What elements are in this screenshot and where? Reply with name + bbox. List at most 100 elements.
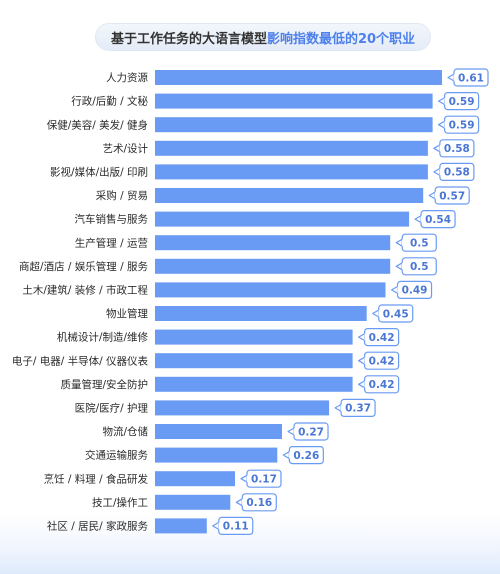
value-callout: 0.27: [287, 422, 329, 441]
value-label: 0.16: [246, 497, 272, 509]
value-callout: 0.49: [390, 280, 433, 299]
callout-seam: [402, 239, 404, 246]
value-label: 0.11: [223, 521, 249, 533]
value-label: 0.58: [444, 143, 470, 155]
value-callout: 0.17: [240, 469, 282, 488]
value-callout: 0.5: [395, 233, 437, 252]
chart-title-plain: 基于工作任务的大语言模型: [110, 31, 267, 47]
value-label: 0.37: [345, 403, 371, 415]
callout-seam: [420, 215, 423, 223]
value-callout: 0.16: [235, 493, 277, 512]
callout-seam: [340, 404, 343, 412]
value-label: 0.54: [425, 214, 451, 226]
value-label: 0.58: [444, 167, 470, 179]
category-label: 质量管理/安全防护: [60, 378, 148, 391]
category-label: 商超/酒店 / 娱乐管理 / 服务: [19, 260, 148, 273]
bar: [155, 117, 433, 133]
callout-seam: [289, 451, 291, 459]
category-label: 采购 / 贸易: [96, 189, 148, 202]
value-label: 0.59: [449, 120, 475, 132]
value-label: 0.42: [369, 332, 395, 344]
bar: [155, 306, 367, 321]
callout-seam: [378, 310, 381, 317]
value-callout: 0.58: [433, 162, 475, 181]
callout-seam: [439, 145, 442, 152]
value-callout: 0.58: [433, 139, 475, 158]
bar: [155, 400, 330, 416]
category-label: 影视/媒体/出版/ 印刷: [50, 166, 148, 179]
callout-seam: [293, 428, 296, 435]
bar: [155, 258, 391, 274]
bar: [155, 471, 235, 487]
value-callout: 0.42: [358, 351, 400, 370]
category-label: 社区 / 居民/ 家政服务: [47, 520, 149, 533]
category-label: 行政/后勤 / 文秘: [71, 95, 148, 108]
bar: [155, 518, 207, 534]
category-label: 机械设计/制造/维修: [57, 331, 149, 344]
callout-seam: [246, 475, 249, 482]
category-label: 人力资源: [106, 71, 148, 84]
value-callout: 0.42: [358, 328, 400, 347]
callout-seam: [364, 333, 367, 341]
category-label: 生产管理 / 运营: [75, 236, 148, 249]
value-label: 0.45: [383, 308, 409, 320]
value-label: 0.57: [439, 190, 465, 202]
bar: [155, 235, 391, 251]
bar: [155, 282, 386, 298]
value-callout: 0.54: [414, 210, 456, 229]
value-label: 0.26: [293, 450, 319, 462]
callout-seam: [402, 263, 404, 270]
bar: [155, 447, 278, 463]
category-label: 技工/操作工: [92, 496, 148, 509]
value-callout: 0.37: [334, 398, 376, 417]
value-callout: 0.57: [428, 186, 470, 205]
callout-seam: [444, 97, 446, 105]
value-label: 0.27: [298, 426, 324, 438]
bar: [155, 329, 353, 345]
bar: [155, 494, 231, 510]
category-label: 物业管理: [106, 307, 148, 320]
bar: [155, 188, 424, 203]
chart-title-highlight: 影响指数最低的20个职业: [266, 31, 416, 47]
value-label: 0.42: [369, 356, 395, 368]
bar: [155, 140, 428, 156]
value-callout: 0.11: [212, 516, 254, 536]
category-label: 土木/建筑/ 装修 / 市政工程: [22, 284, 148, 297]
chart-title: 基于工作任务的大语言模型 影响指数最低的20个职业: [95, 23, 431, 51]
value-callout: 0.61: [447, 68, 489, 87]
category-label: 电子/ 电器/ 半导体/ 仪器仪表: [12, 354, 149, 367]
callout-seam: [397, 286, 399, 294]
value-callout: 0.26: [282, 446, 324, 465]
callout-seam: [444, 121, 446, 128]
value-label: 0.42: [369, 379, 395, 391]
bar: [155, 211, 410, 227]
value-label: 0.5: [410, 261, 429, 273]
category-label: 艺术/设计: [102, 142, 148, 155]
callout-seam: [242, 499, 244, 506]
value-callout: 0.59: [437, 91, 480, 111]
value-callout: 0.59: [437, 115, 480, 134]
callout-seam: [434, 192, 437, 199]
bar: [155, 164, 428, 180]
category-label: 物流/仓储: [102, 425, 148, 438]
callout-seam: [439, 168, 442, 176]
value-label: 0.5: [410, 238, 429, 250]
callout-seam: [453, 74, 456, 81]
category-label: 保健/美容/ 美发/ 健身: [47, 118, 148, 131]
callout-seam: [364, 381, 367, 388]
bar: [155, 376, 353, 392]
category-label: 烹饪 / 料理 / 食品研发: [44, 472, 149, 485]
value-callout: 0.5: [395, 257, 437, 276]
value-label: 0.17: [251, 474, 277, 486]
bar: [155, 93, 433, 109]
value-callout: 0.45: [372, 304, 414, 323]
bar: [155, 70, 442, 85]
value-callout: 0.42: [358, 375, 400, 394]
callout-seam: [364, 357, 367, 364]
bar: [155, 424, 282, 439]
value-label: 0.59: [449, 96, 475, 108]
callout-seam: [218, 522, 221, 530]
category-label: 汽车销售与服务: [75, 213, 149, 226]
